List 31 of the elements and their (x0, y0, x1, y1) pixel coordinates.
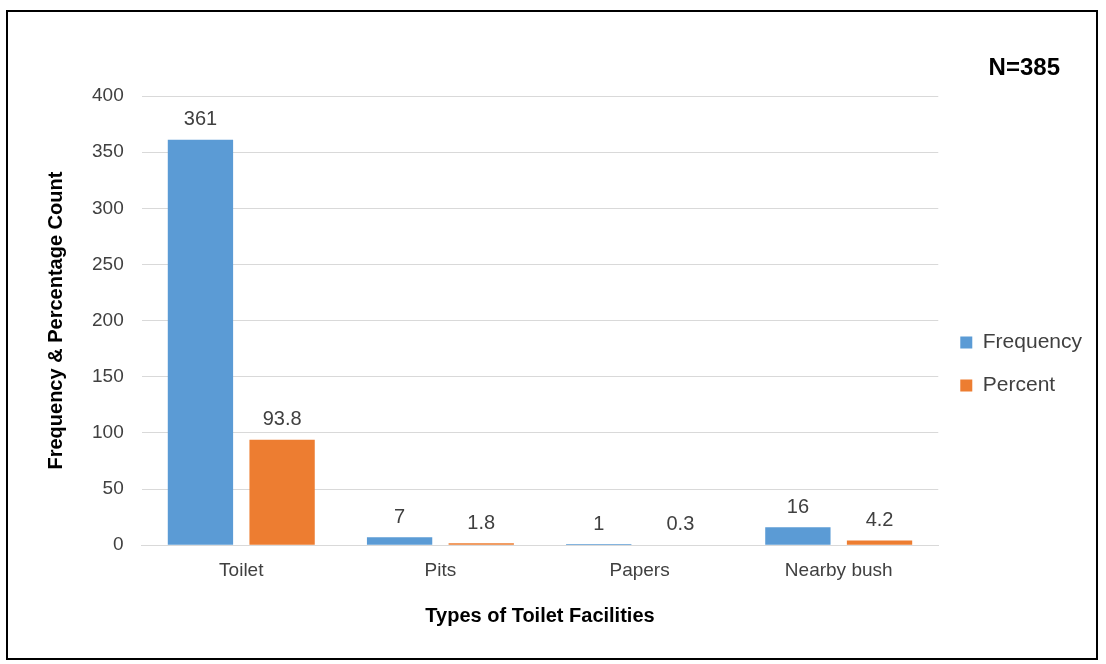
x-axis-title: Types of Toilet Facilities (425, 603, 655, 626)
y-tick-label: 250 (92, 252, 124, 274)
data-label: 93.8 (262, 407, 302, 430)
bar (249, 439, 315, 545)
data-label: 7 (394, 504, 406, 527)
bar (765, 527, 831, 545)
data-label: 361 (183, 107, 218, 130)
bar (846, 540, 913, 545)
x-tick-label: Papers (609, 558, 670, 580)
bar (366, 537, 433, 545)
data-label: 4.2 (865, 508, 894, 530)
y-tick-label: 350 (92, 140, 124, 162)
x-tick-label: Toilet (219, 558, 265, 580)
y-tick-label: 50 (102, 477, 124, 499)
data-label: 1 (593, 511, 605, 534)
x-tick-label: Pits (424, 558, 457, 580)
y-tick-label: 100 (92, 421, 124, 443)
y-tick-label: 300 (92, 196, 124, 218)
y-axis-title: Frequency & Percentage Count (43, 171, 66, 470)
y-tick-label: 150 (92, 364, 124, 386)
bar (167, 139, 234, 545)
data-label: 0.3 (666, 512, 695, 535)
data-label: 16 (786, 494, 810, 517)
data-label: 1.8 (467, 510, 496, 533)
legend-label: Frequency (982, 329, 1083, 353)
y-tick-label: 400 (92, 84, 124, 106)
legend-label: Percent (982, 372, 1056, 396)
x-tick-label: Nearby bush (784, 558, 893, 580)
y-tick-label: 200 (92, 308, 124, 330)
text: N=385 (988, 52, 1060, 80)
y-tick-label: 0 (113, 533, 124, 555)
